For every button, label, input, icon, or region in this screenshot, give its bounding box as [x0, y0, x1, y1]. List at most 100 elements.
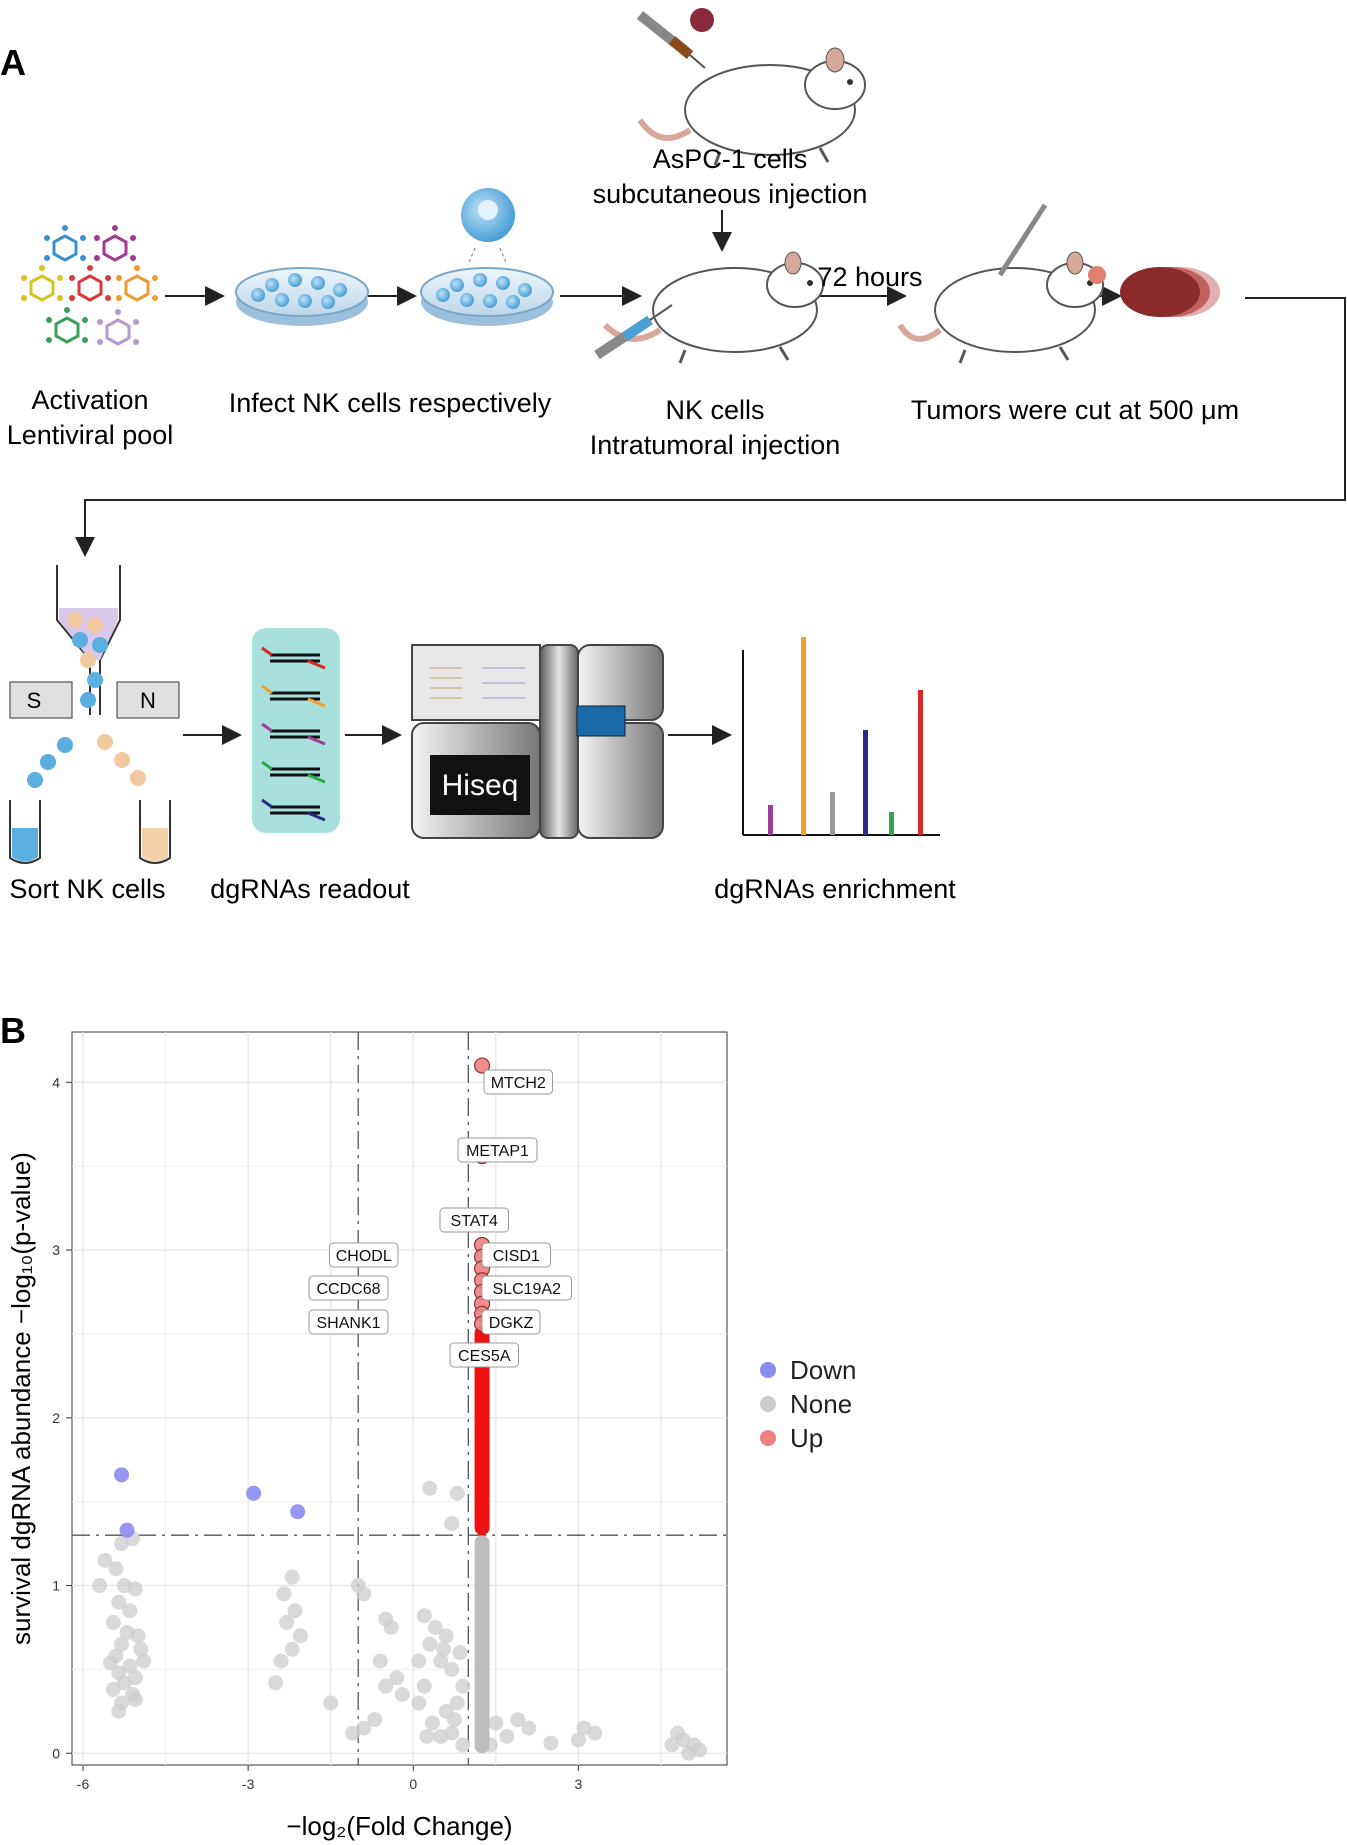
point-none	[284, 1641, 300, 1657]
point-none	[488, 1715, 504, 1731]
point-none	[114, 1636, 130, 1652]
workflow-diagram: S N Hiseq	[9, 8, 1346, 864]
point-none	[452, 1645, 468, 1661]
connector-arrow	[75, 297, 1346, 557]
legend: Down None Up	[760, 1355, 856, 1453]
legend-swatch-down	[760, 1362, 776, 1378]
legend-swatch-up	[760, 1430, 776, 1446]
point-none	[422, 1480, 438, 1496]
point-none	[411, 1695, 427, 1711]
svg-text:STAT4: STAT4	[451, 1213, 499, 1230]
point-down	[119, 1522, 135, 1538]
hiseq-label: Hiseq	[442, 769, 519, 802]
point-none	[105, 1682, 121, 1698]
y-tick-label: 3	[52, 1242, 60, 1258]
point-none	[455, 1737, 471, 1753]
point-down	[290, 1504, 306, 1520]
point-none	[103, 1655, 119, 1671]
syringe-top	[636, 8, 714, 69]
svg-text:CHODL: CHODL	[336, 1248, 392, 1265]
point-none	[122, 1658, 138, 1674]
point-none	[292, 1628, 308, 1644]
bar-orange	[801, 637, 806, 835]
gene-label-metap1: METAP1	[457, 1137, 538, 1163]
point-none	[367, 1712, 383, 1728]
point-none	[433, 1653, 449, 1669]
bar-green	[889, 812, 894, 835]
legend-swatch-none	[760, 1396, 776, 1412]
point-none	[499, 1728, 515, 1744]
point-none	[136, 1653, 152, 1669]
point-none	[444, 1661, 460, 1677]
y-axis-label: survival dgRNA abundance −log₁₀(p-value)	[6, 1152, 36, 1645]
point-none	[372, 1653, 388, 1669]
sorter-s-label: S	[27, 688, 42, 713]
point-none	[664, 1737, 680, 1753]
point-none	[127, 1581, 143, 1597]
point-none	[323, 1695, 339, 1711]
point-none	[394, 1687, 410, 1703]
point-none	[111, 1703, 127, 1719]
svg-text:CES5A: CES5A	[458, 1348, 511, 1365]
gene-label-ces5a: CES5A	[449, 1342, 519, 1368]
point-none	[411, 1653, 427, 1669]
point-none	[273, 1653, 289, 1669]
enrichment-label: dgRNAs enrichment	[714, 874, 956, 904]
bar-red	[918, 690, 923, 835]
point-none	[680, 1745, 696, 1761]
lentiviral-label-1: Activation	[31, 385, 149, 415]
point-none	[449, 1695, 465, 1711]
point-none	[447, 1712, 463, 1728]
point-none	[356, 1586, 372, 1602]
point-none	[111, 1594, 127, 1610]
mouse-injection	[602, 251, 824, 364]
point-none	[287, 1603, 303, 1619]
point-none	[389, 1670, 405, 1686]
up-points-stack	[474, 1325, 490, 1536]
petri-dish-2	[420, 188, 554, 326]
point-down	[114, 1467, 130, 1483]
point-none	[427, 1619, 443, 1635]
svg-text:MTCH2: MTCH2	[491, 1075, 546, 1092]
point-none	[436, 1641, 452, 1657]
point-up	[473, 1057, 491, 1074]
syringe-nk	[594, 304, 673, 360]
point-none	[521, 1720, 537, 1736]
petri-dish-1	[235, 267, 369, 326]
gene-label-stat4: STAT4	[439, 1207, 509, 1233]
tumor-cut-label: Tumors were cut at 500 μm	[910, 395, 1240, 425]
x-axis-label: −log₂(Fold Change)	[286, 1811, 512, 1841]
point-none	[444, 1515, 460, 1531]
tumor-slices	[1120, 267, 1220, 317]
gene-label-dgkz: DGKZ	[481, 1309, 541, 1335]
legend-label-up: Up	[790, 1423, 823, 1453]
gene-label-slc19a2: SLC19A2	[481, 1275, 572, 1301]
svg-text:METAP1: METAP1	[466, 1143, 529, 1160]
sorter-n-label: N	[140, 688, 156, 713]
panel-b-letter: B	[0, 1010, 26, 1051]
svg-text:CISD1: CISD1	[493, 1248, 540, 1265]
sort-label: Sort NK cells	[9, 874, 166, 904]
point-none	[438, 1628, 454, 1644]
point-none	[570, 1732, 586, 1748]
panel-a-letter: A	[0, 42, 26, 83]
point-none	[378, 1678, 394, 1694]
point-none	[116, 1675, 132, 1691]
aspc-label-1: AsPC-1 cells	[652, 144, 808, 174]
point-none	[425, 1715, 441, 1731]
svg-text:SLC19A2: SLC19A2	[493, 1281, 562, 1298]
none-points-stack	[474, 1535, 490, 1754]
point-none	[276, 1586, 292, 1602]
point-none	[455, 1678, 471, 1694]
x-tick-label: 0	[409, 1776, 417, 1792]
hiseq-sequencer	[411, 644, 664, 839]
volcano-plot: MTCH2 METAP1 STAT4 CHODL CISD1 CCDC68 SLC19A2 S…	[6, 1031, 856, 1841]
plot-area	[71, 1031, 728, 1766]
dgrna-readout-box	[252, 628, 340, 833]
point-none	[422, 1636, 438, 1652]
svg-text:CCDC68: CCDC68	[316, 1281, 380, 1298]
point-none	[108, 1561, 124, 1577]
point-none	[510, 1712, 526, 1728]
point-none	[268, 1675, 284, 1691]
enrichment-bar-chart	[742, 637, 940, 836]
